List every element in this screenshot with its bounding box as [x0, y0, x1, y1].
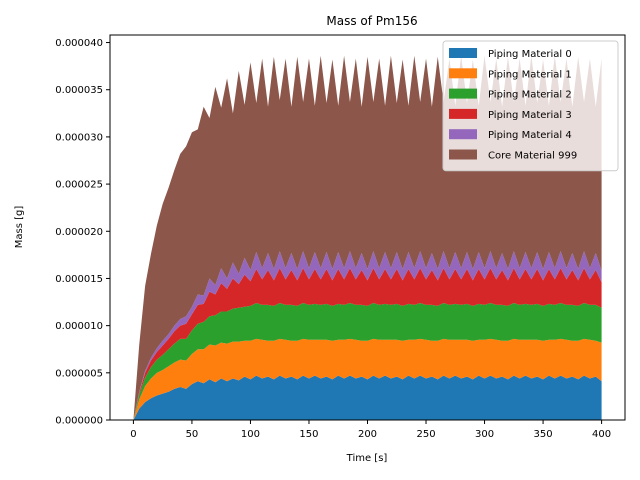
y-tick-label: 0.000010	[55, 321, 103, 332]
legend-label: Piping Material 3	[488, 110, 572, 121]
y-tick-label: 0.000040	[55, 38, 103, 49]
x-tick-label: 150	[299, 429, 318, 440]
legend-label: Core Material 999	[488, 151, 577, 162]
area-series-2	[133, 302, 602, 420]
y-axis-ticks: 0.000000 0.000005 0.000010 0.000015 0.000020…	[55, 38, 110, 427]
legend-swatch	[449, 149, 477, 160]
legend-swatch	[449, 88, 477, 99]
y-tick-label: 0.000025	[55, 180, 103, 191]
x-tick-label: 200	[358, 429, 377, 440]
x-axis-ticks: 0 50 100 150 200 250 300 350 400	[130, 420, 611, 440]
x-tick-label: 350	[534, 429, 553, 440]
x-tick-label: 0	[130, 429, 136, 440]
area-series-1	[133, 338, 602, 420]
x-tick-label: 400	[592, 429, 611, 440]
legend-swatch	[449, 68, 477, 79]
x-tick-label: 50	[186, 429, 199, 440]
legend-swatch	[449, 108, 477, 119]
legend-label: Piping Material 0	[488, 49, 572, 60]
x-tick-label: 250	[416, 429, 435, 440]
legend-label: Piping Material 1	[488, 69, 572, 80]
x-tick-label: 100	[241, 429, 260, 440]
y-axis-label: Mass [g]	[14, 206, 25, 249]
y-tick-label: 0.000030	[55, 132, 103, 143]
legend: Piping Material 0 Piping Material 1 Piping…	[442, 40, 619, 172]
y-tick-label: 0.000005	[55, 368, 103, 379]
y-tick-label: 0.000020	[55, 227, 103, 238]
area-series-3	[133, 268, 602, 420]
y-tick-label: 0.000000	[55, 416, 103, 427]
legend-frame	[442, 40, 619, 172]
legend-label: Piping Material 2	[488, 90, 572, 101]
legend-swatch	[449, 129, 477, 140]
y-tick-label: 0.000035	[55, 85, 103, 96]
x-tick-label: 300	[475, 429, 494, 440]
legend-swatch	[449, 48, 477, 58]
chart-title: Mass of Pm156	[326, 14, 417, 28]
y-tick-label: 0.000015	[55, 274, 103, 285]
area-series-0	[133, 375, 602, 420]
x-axis-label: Time [s]	[346, 453, 388, 464]
legend-label: Piping Material 4	[488, 130, 572, 141]
